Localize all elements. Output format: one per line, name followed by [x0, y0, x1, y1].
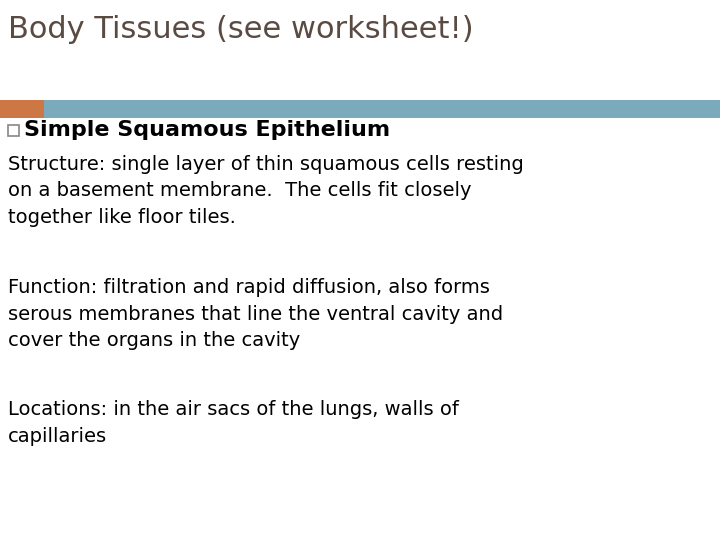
Text: Simple Squamous Epithelium: Simple Squamous Epithelium — [24, 120, 390, 140]
Bar — [8, 125, 19, 136]
Text: Structure: single layer of thin squamous cells resting
on a basement membrane.  : Structure: single layer of thin squamous… — [8, 155, 523, 227]
Text: Function: filtration and rapid diffusion, also forms
serous membranes that line : Function: filtration and rapid diffusion… — [8, 278, 503, 350]
Bar — [0, 100, 44, 118]
Bar — [44, 100, 720, 118]
Text: Locations: in the air sacs of the lungs, walls of
capillaries: Locations: in the air sacs of the lungs,… — [8, 400, 459, 445]
Text: Body Tissues (see worksheet!): Body Tissues (see worksheet!) — [8, 15, 474, 44]
